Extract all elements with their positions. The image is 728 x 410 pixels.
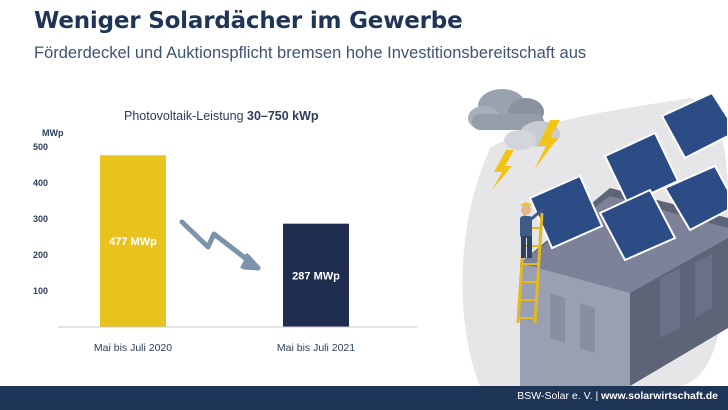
- footer-credit: BSW-Solar e. V. | www.solarwirtschaft.de: [517, 390, 718, 402]
- chart-title: Photovoltaik-Leistung 30–750 kWp: [124, 109, 319, 123]
- solar-panel-icon: [528, 91, 728, 262]
- worker-icon: [520, 202, 543, 258]
- chart-title-emphasis: 30–750 kWp: [247, 109, 319, 123]
- footer-separator: |: [592, 390, 602, 402]
- footer-url: www.solarwirtschaft.de: [601, 390, 718, 402]
- lightning-icon: [492, 120, 560, 190]
- down-trend-arrowhead: [240, 254, 258, 270]
- y-tick-label: 500: [33, 142, 48, 152]
- bars: 477 MWp 287 MWp: [100, 155, 349, 327]
- y-axis-ticks: 100 200 300 400 500: [33, 142, 48, 296]
- x-axis-labels: Mai bis Juli 2020 Mai bis Juli 2021: [94, 342, 355, 354]
- page-title: Weniger Solardächer im Gewerbe: [34, 8, 463, 34]
- bar-data-label: 477 MWp: [109, 236, 157, 248]
- y-tick-label: 200: [33, 250, 48, 260]
- y-tick-label: 300: [33, 214, 48, 224]
- solar-roof-illustration: [462, 89, 728, 386]
- chart-title-prefix: Photovoltaik-Leistung: [124, 109, 247, 123]
- page-subtitle: Förderdeckel und Auktionspflicht bremsen…: [34, 44, 587, 62]
- bar: [283, 223, 349, 327]
- footer-org: BSW-Solar e. V.: [517, 390, 593, 402]
- bar-data-label: 287 MWp: [292, 270, 340, 282]
- bar-chart: Photovoltaik-Leistung 30–750 kWp MWp 100…: [33, 109, 417, 354]
- x-tick-label: Mai bis Juli 2021: [277, 342, 355, 354]
- x-tick-label: Mai bis Juli 2020: [94, 342, 172, 354]
- bar: [100, 155, 166, 327]
- cloud-icon: [468, 89, 560, 150]
- footer-bar: BSW-Solar e. V. | www.solarwirtschaft.de: [0, 386, 728, 410]
- y-tick-label: 100: [33, 286, 48, 296]
- y-tick-label: 400: [33, 178, 48, 188]
- y-axis-unit-label: MWp: [42, 128, 64, 138]
